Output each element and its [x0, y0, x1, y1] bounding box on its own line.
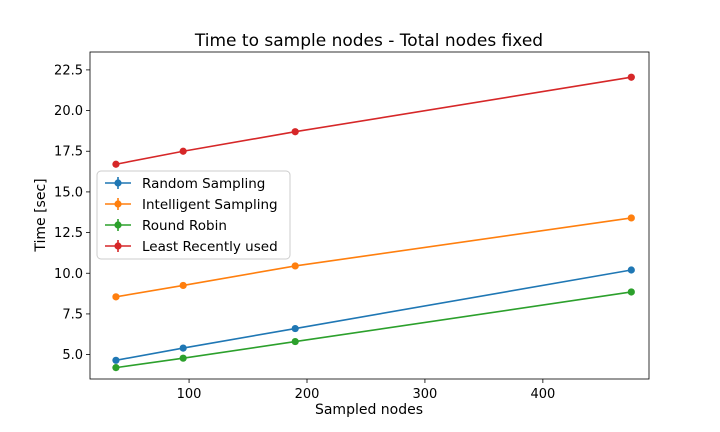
legend-entry: Round Robin — [105, 218, 227, 234]
x-axis-label: Sampled nodes — [315, 402, 423, 418]
legend: Random Sampling Intelligent Sampling Round… — [96, 170, 291, 260]
series-group — [112, 73, 635, 372]
data-point — [179, 281, 187, 290]
data-point — [112, 293, 120, 301]
series-round-robin — [112, 288, 635, 372]
legend-label: Round Robin — [142, 218, 227, 234]
series-line — [115, 217, 632, 298]
y-tick-label: 22.5 — [54, 63, 83, 78]
y-tick-label: 12.5 — [54, 226, 83, 241]
legend-label: Random Sampling — [142, 176, 265, 192]
y-tick-label: 17.5 — [54, 145, 83, 160]
data-point — [179, 354, 187, 362]
legend-marker — [114, 179, 122, 187]
data-point — [179, 344, 187, 352]
series-least-recently-used — [112, 73, 635, 168]
series-line — [115, 269, 632, 362]
legend-marker — [114, 221, 122, 229]
data-point — [112, 356, 120, 364]
legend-label: Intelligent Sampling — [142, 197, 278, 213]
x-axis: 100 200 300 400 — [177, 379, 555, 402]
legend-marker — [114, 200, 122, 208]
data-point — [291, 128, 299, 136]
x-tick-label: 100 — [177, 387, 202, 402]
data-point — [291, 324, 299, 333]
y-tick-label: 15.0 — [54, 185, 83, 200]
legend-entry: Least Recently used — [105, 239, 278, 255]
data-point — [112, 160, 120, 168]
chart-title: Time to sample nodes - Total nodes fixed — [194, 31, 543, 51]
legend-frame — [96, 170, 291, 260]
legend-marker — [114, 242, 122, 250]
x-tick-label: 300 — [413, 387, 438, 402]
x-tick-label: 200 — [295, 387, 320, 402]
data-point — [627, 288, 635, 296]
series-intelligent-sampling — [112, 214, 635, 301]
data-point — [627, 73, 635, 81]
series-line — [115, 291, 632, 369]
y-tick-label: 10.0 — [54, 267, 83, 282]
data-point — [291, 262, 299, 270]
y-axis-label: Time [sec] — [33, 178, 49, 252]
data-point — [112, 364, 120, 372]
data-point — [179, 147, 187, 155]
y-tick-label: 20.0 — [54, 104, 83, 119]
series-random-sampling — [112, 266, 635, 364]
legend-entry: Intelligent Sampling — [105, 197, 278, 213]
y-tick-label: 7.5 — [62, 307, 83, 322]
data-point — [627, 266, 635, 274]
y-tick-label: 5.0 — [62, 348, 83, 363]
x-tick-label: 400 — [530, 387, 555, 402]
y-axis: 5.0 7.5 10.0 12.5 15.0 17.5 20.0 22.5 — [54, 63, 90, 363]
data-point — [291, 337, 299, 346]
legend-entry: Random Sampling — [105, 176, 265, 192]
legend-label: Least Recently used — [142, 239, 278, 255]
plot-area — [89, 51, 650, 380]
series-line — [115, 76, 632, 166]
data-point — [627, 214, 635, 222]
